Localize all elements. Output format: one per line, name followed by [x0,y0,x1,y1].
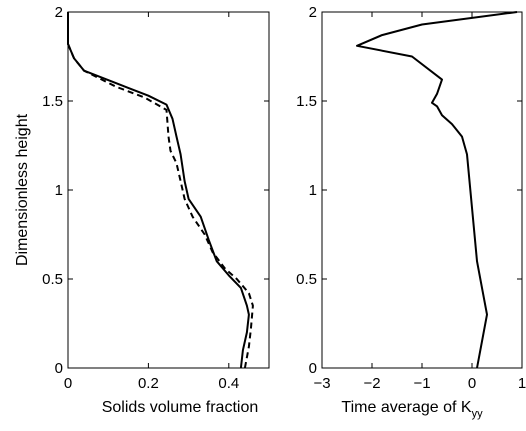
left-y-axis-label: Dimensionless height [14,113,31,266]
right-x-axis-label-subscript: yy [472,408,484,420]
right-y-ticks: 0 0.5 1 1.5 2 [296,4,522,377]
left-y-tick-label: 1 [55,182,63,199]
right-x-axis-label: Time average of Kyy [341,399,483,420]
left-panel: 0 0.5 1 1.5 2 0 0.2 0.4 Solids volume fraction… [14,4,270,416]
right-x-ticks: −3 −2 −1 0 1 [313,12,526,392]
right-y-tick-label: 0.5 [296,271,317,288]
left-y-tick-label: 2 [55,4,63,21]
left-y-ticks: 0 0.5 1 1.5 2 [42,4,269,377]
right-x-tick-label: −3 [313,375,330,392]
left-series-group [67,12,254,369]
left-series-line-dashed [67,12,254,369]
right-y-tick-label: 2 [309,4,317,21]
right-x-axis-label-main: Time average of K [341,399,471,416]
left-x-axis-label: Solids volume fraction [102,399,259,416]
left-x-tick-label: 0.2 [138,375,159,392]
left-x-tick-label: 0 [64,375,72,392]
right-y-tick-label: 1.5 [296,93,317,110]
left-y-tick-label: 0.5 [42,271,63,288]
left-x-ticks: 0 0.2 0.4 [64,12,239,392]
right-series-group [356,11,518,369]
left-y-tick-label: 1.5 [42,93,63,110]
left-series-line-solid [67,12,250,369]
right-x-tick-label: −1 [413,375,430,392]
right-y-tick-label: 1 [309,182,317,199]
right-x-tick-label: 1 [518,375,526,392]
right-y-tick-label: 0 [309,360,317,377]
left-y-tick-label: 0 [55,360,63,377]
right-series-line-solid [356,11,518,369]
right-panel: 0 0.5 1 1.5 2 −3 −2 −1 0 1 Time average of Kyy [296,4,526,420]
left-x-tick-label: 0.4 [218,375,239,392]
left-plot-frame [67,11,270,369]
right-x-tick-label: 0 [468,375,476,392]
right-x-tick-label: −2 [363,375,380,392]
